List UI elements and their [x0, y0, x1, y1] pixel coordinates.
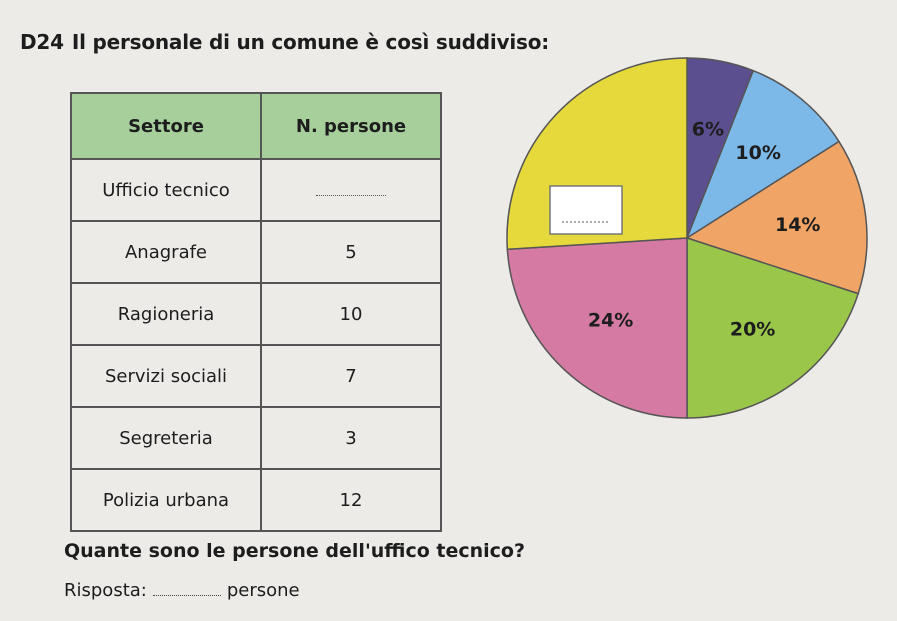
cell-settore: Polizia urbana	[70, 468, 262, 532]
cell-settore: Ufficio tecnico	[70, 158, 262, 222]
pie-slice	[686, 236, 860, 419]
cell-settore: Anagrafe	[70, 220, 262, 284]
answer-unit: persone	[226, 580, 300, 601]
header-persone: N. persone	[260, 92, 442, 160]
table-row: Anagrafe 5	[70, 220, 442, 284]
pie-slice-label: 24%	[588, 309, 633, 331]
pie-slice-label: 10%	[735, 142, 780, 164]
personnel-table: Settore N. persone Ufficio tecnico Anagr…	[70, 92, 442, 532]
answer-line: Risposta: persone	[64, 580, 300, 601]
cell-persone: 7	[260, 344, 442, 408]
pie-labels: 6% 10% 14% 20% 24%	[588, 118, 821, 340]
blank-answer-box[interactable]	[549, 185, 623, 235]
pie-chart: 6% 10% 14% 20% 24%	[506, 57, 868, 419]
cell-settore: Ragioneria	[70, 282, 262, 346]
pie-slice	[506, 237, 688, 419]
pie-slices	[506, 57, 868, 419]
cell-persone-blank[interactable]	[260, 158, 442, 222]
question-text: Quante sono le persone dell'uffico tecni…	[64, 540, 526, 562]
table-row: Ragioneria 10	[70, 282, 442, 346]
cell-persone: 5	[260, 220, 442, 284]
table-row: Segreteria 3	[70, 406, 442, 470]
cell-settore: Servizi sociali	[70, 344, 262, 408]
table-row: Polizia urbana 12	[70, 468, 442, 532]
cell-persone: 10	[260, 282, 442, 346]
cell-persone: 3	[260, 406, 442, 470]
answer-blank[interactable]	[152, 585, 221, 596]
exercise-number: D24	[20, 30, 64, 54]
exercise-statement: Il personale di un comune è così suddivi…	[71, 30, 550, 54]
fill-in-blank[interactable]	[316, 183, 386, 196]
pie-slice-label: 6%	[692, 118, 724, 140]
table-header-row: Settore N. persone	[70, 92, 442, 160]
answer-label: Risposta:	[64, 580, 147, 601]
pie-slice	[685, 140, 868, 295]
exercise-title: D24 Il personale di un comune è così sudd…	[20, 30, 549, 54]
pie-slice-label: 14%	[775, 214, 820, 236]
table-row: Servizi sociali 7	[70, 344, 442, 408]
pie-slice	[685, 69, 841, 240]
cell-settore: Segreteria	[70, 406, 262, 470]
pie-slice-label: 20%	[730, 318, 775, 340]
cell-persone: 12	[260, 468, 442, 532]
table-row: Ufficio tecnico	[70, 158, 442, 222]
header-settore: Settore	[70, 92, 262, 160]
